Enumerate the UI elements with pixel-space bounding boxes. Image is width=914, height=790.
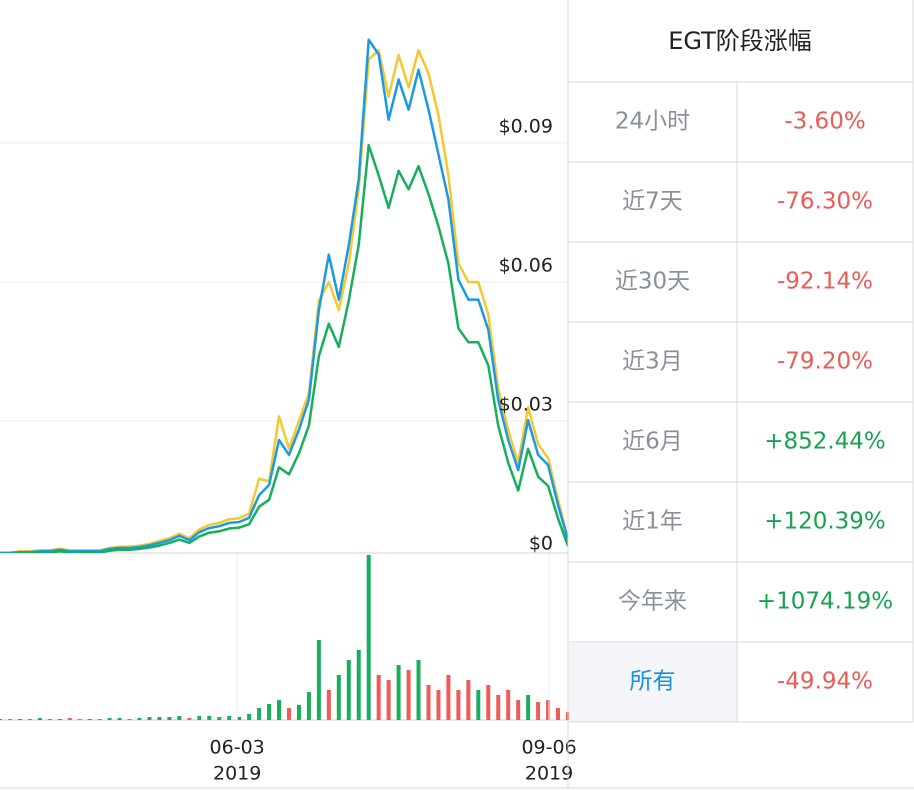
volume-bar <box>336 675 341 720</box>
price-line <box>0 144 568 553</box>
volume-bar <box>436 690 441 720</box>
volume-bar <box>117 718 122 720</box>
volume-bar <box>426 685 431 720</box>
y-tick-label: $0 <box>529 533 553 555</box>
period-label: 近3月 <box>622 349 683 375</box>
change-value: -92.14% <box>777 269 873 295</box>
volume-bar <box>376 675 381 720</box>
period-label: 近1年 <box>622 509 683 535</box>
volume-bar <box>296 705 301 720</box>
y-tick-label: $0.09 <box>499 116 553 138</box>
volume-bar <box>316 640 321 720</box>
volume-bar <box>366 555 371 720</box>
volume-bar <box>326 690 331 720</box>
y-tick-label: $0.06 <box>499 255 553 277</box>
volume-bar <box>526 695 531 720</box>
volume-bar <box>57 719 62 720</box>
y-tick-label: $0.03 <box>499 394 553 416</box>
volume-bar <box>207 716 212 720</box>
x-tick-year: 2019 <box>525 763 573 785</box>
period-label: 24小时 <box>615 109 690 135</box>
period-label: 所有 <box>630 669 676 695</box>
volume-bar <box>167 717 172 720</box>
table-title: EGT阶段涨幅 <box>668 27 812 55</box>
change-value: -79.20% <box>777 349 873 375</box>
volume-bar <box>237 717 242 720</box>
volume-bar <box>306 692 311 720</box>
volume-bar <box>77 719 82 720</box>
volume-bar <box>536 702 541 720</box>
volume-bar <box>476 690 481 720</box>
volume-bar <box>27 719 32 720</box>
volume-bar <box>267 704 272 720</box>
volume-bar <box>217 717 222 720</box>
volume-bar <box>486 685 491 720</box>
volume-bar <box>197 716 202 720</box>
volume-bar <box>446 675 451 720</box>
volume-bar <box>127 719 132 720</box>
volume-bar <box>466 680 471 720</box>
change-value: -76.30% <box>777 189 873 215</box>
period-label: 今年来 <box>618 589 687 615</box>
volume-bar <box>356 650 361 720</box>
change-value: +1074.19% <box>757 589 893 615</box>
volume-bar <box>247 714 252 720</box>
volume-bar <box>87 719 92 720</box>
volume-bar <box>187 718 192 720</box>
volume-bar <box>277 700 282 720</box>
volume-bar <box>506 690 511 720</box>
volume-bar <box>286 708 291 720</box>
price-line <box>0 38 568 553</box>
volume-bar <box>456 690 461 720</box>
volume-bar <box>396 665 401 720</box>
change-value: -3.60% <box>784 109 865 135</box>
volume-bar <box>227 716 232 720</box>
volume-bar <box>0 719 2 720</box>
x-tick-year: 2019 <box>213 763 261 785</box>
volume-bar <box>37 718 42 720</box>
volume-bar <box>137 718 142 720</box>
volume-bar <box>516 700 521 720</box>
volume-bar <box>416 660 421 720</box>
change-value: -49.94% <box>777 669 873 695</box>
x-tick-label: 09-06 <box>521 737 576 759</box>
volume-bar <box>546 700 551 720</box>
period-label: 近6月 <box>622 429 683 455</box>
volume-bar <box>7 719 12 720</box>
x-tick-label: 06-03 <box>210 737 265 759</box>
volume-bar <box>496 695 501 720</box>
volume-bar <box>177 716 182 720</box>
volume-bar <box>47 719 52 720</box>
volume-bar <box>346 660 351 720</box>
volume-bar <box>97 719 102 720</box>
volume-bar <box>406 670 411 720</box>
period-label: 近30天 <box>615 269 690 295</box>
volume-bar <box>386 680 391 720</box>
volume-bar <box>67 718 72 720</box>
volume-bar <box>157 717 162 720</box>
volume-bar <box>17 719 22 720</box>
active-cell <box>569 643 737 722</box>
price-lines <box>0 38 568 553</box>
change-value: +120.39% <box>764 509 886 535</box>
change-value: +852.44% <box>764 429 886 455</box>
volume-bar <box>147 717 152 720</box>
period-label: 近7天 <box>622 189 683 215</box>
volume-bar <box>556 708 561 720</box>
volume-bar <box>257 708 262 720</box>
volume-bar <box>107 718 112 720</box>
